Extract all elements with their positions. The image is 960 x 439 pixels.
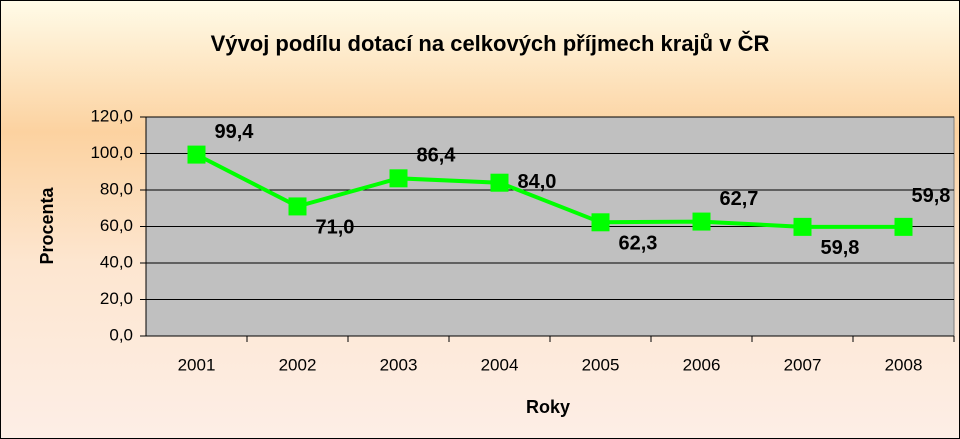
x-axis-label: Roky bbox=[526, 397, 570, 417]
y-tick-label: 60,0 bbox=[100, 216, 133, 235]
x-tick-label: 2005 bbox=[582, 355, 620, 374]
data-label: 71,0 bbox=[316, 217, 355, 239]
y-tick-label: 100,0 bbox=[90, 143, 133, 162]
chart-title: Vývoj podílu dotací na celkových příjmec… bbox=[211, 31, 770, 56]
y-tick-label: 80,0 bbox=[100, 179, 133, 198]
x-tick-label: 2002 bbox=[279, 355, 317, 374]
x-tick-label: 2001 bbox=[178, 355, 216, 374]
marker bbox=[389, 169, 408, 188]
marker bbox=[793, 217, 812, 236]
x-tick-label: 2004 bbox=[481, 355, 519, 374]
x-tick-label: 2006 bbox=[683, 355, 721, 374]
x-tick-label: 2003 bbox=[380, 355, 418, 374]
x-tick-label: 2007 bbox=[784, 355, 822, 374]
y-tick-label: 120,0 bbox=[90, 106, 133, 125]
marker bbox=[894, 217, 913, 236]
marker bbox=[288, 197, 307, 216]
data-label: 99,4 bbox=[215, 121, 255, 143]
x-tick-label: 2008 bbox=[885, 355, 923, 374]
data-label: 59,8 bbox=[912, 185, 951, 207]
marker bbox=[490, 173, 509, 192]
y-tick-label: 20,0 bbox=[100, 289, 133, 308]
y-tick-label: 40,0 bbox=[100, 252, 133, 271]
data-label: 59,8 bbox=[821, 237, 860, 259]
data-label: 86,4 bbox=[417, 145, 457, 167]
marker bbox=[591, 213, 610, 232]
marker bbox=[692, 212, 711, 231]
y-axis-label: Procenta bbox=[37, 186, 57, 264]
y-tick-label: 0,0 bbox=[109, 325, 133, 344]
line bbox=[195, 152, 904, 229]
marker bbox=[187, 145, 206, 164]
data-label: 62,7 bbox=[720, 188, 759, 210]
data-label: 84,0 bbox=[518, 171, 557, 193]
data-label: 62,3 bbox=[619, 233, 658, 255]
